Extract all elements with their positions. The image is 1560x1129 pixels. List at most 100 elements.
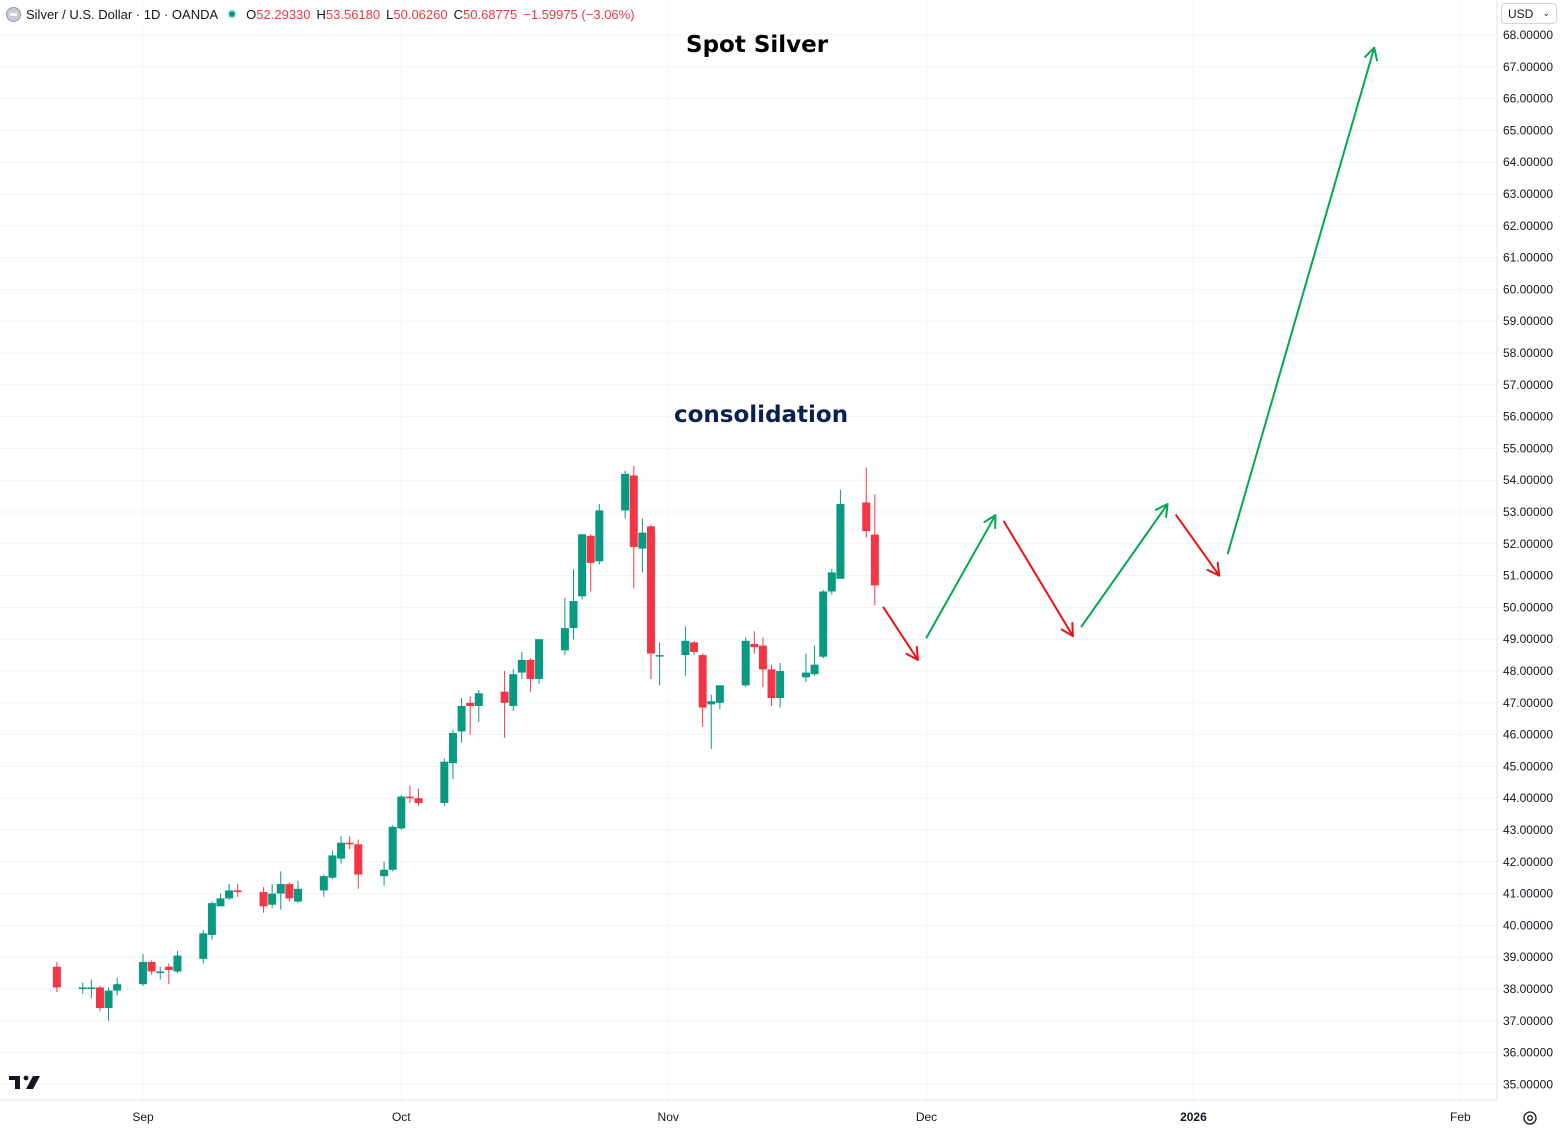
y-tick-label: 59.00000 [1503,314,1553,328]
candle [259,887,268,913]
tradingview-logo-icon[interactable] [9,1074,43,1090]
candle-body [646,526,655,654]
high-value: 53.56180 [325,6,381,22]
x-tick-label: Feb [1450,1110,1471,1124]
candle-body [698,655,707,708]
candle-body [52,966,61,988]
candle-body [569,601,578,629]
candle-body [681,640,690,656]
candle-body [862,502,871,532]
settings-gear-icon[interactable] [1520,1108,1540,1128]
y-tick-label: 58.00000 [1503,346,1553,360]
candle-body [870,534,879,586]
candle-body [509,674,518,706]
candle-body [225,890,234,899]
candle [225,884,234,900]
candle-body [758,645,767,670]
arrow-head [1154,503,1169,518]
time-axis[interactable]: Sep Oct Nov Dec 2026 Feb [0,1099,1497,1124]
candle [207,901,216,940]
candle-body [380,869,389,877]
candle [319,874,328,897]
candle-body [448,733,457,764]
candle [595,504,604,565]
forecast-arrows [882,46,1379,661]
candle-body [87,987,96,989]
candle [87,979,96,999]
y-tick-label: 39.00000 [1503,950,1553,964]
y-tick-label: 40.00000 [1503,918,1553,932]
market-status-icon[interactable] [227,9,238,19]
y-tick-label: 62.00000 [1503,219,1553,233]
y-tick-label: 47.00000 [1503,696,1553,710]
close-value: 50.68775 [463,6,518,22]
low-label: L [386,6,394,22]
y-tick-label: 52.00000 [1503,537,1553,551]
candle-body [104,990,113,1009]
candle-body [156,971,165,974]
candle-body [216,898,225,907]
candle-body [526,659,535,679]
y-tick-label: 55.00000 [1503,441,1553,455]
candle [337,836,346,864]
candle-body [78,987,87,989]
candle [268,884,277,908]
candle [354,839,363,889]
candle [156,966,165,980]
candle [233,884,242,897]
candle [638,518,647,573]
candle-body [259,892,268,907]
candle [862,467,871,538]
y-tick-label: 61.00000 [1503,251,1553,265]
candle [569,569,578,640]
y-tick-label: 57.00000 [1503,378,1553,392]
x-tick-label: Oct [392,1110,411,1124]
y-tick-label: 63.00000 [1503,187,1553,201]
annotation-title[interactable]: Spot Silver [686,32,828,58]
y-tick-label: 60.00000 [1503,282,1553,296]
candle [509,669,518,711]
y-tick-label: 49.00000 [1503,632,1553,646]
candle [819,589,828,659]
candle-body [466,702,475,706]
candle [147,960,156,975]
symbol-title: Silver / U.S. Dollar · 1D · OANDA [26,6,219,22]
candle [500,671,509,738]
y-tick-label: 46.00000 [1503,728,1553,742]
grid [0,0,1497,1100]
arrow-shaft [1080,503,1169,628]
y-tick-label: 53.00000 [1503,505,1553,519]
candle [388,825,397,872]
arrow-shaft [1003,520,1074,638]
annotation-consolidation[interactable]: consolidation [674,402,848,428]
arrow-head [1206,561,1221,577]
y-tick-label: 50.00000 [1503,600,1553,614]
legend-header[interactable]: Silver / U.S. Dollar · 1D · OANDA O52.29… [6,4,635,24]
candle [466,696,475,735]
y-tick-label: 42.00000 [1503,855,1553,869]
y-tick-label: 45.00000 [1503,759,1553,773]
ohlc-values: O52.29330 H53.56180 L50.06260 C50.68775 … [246,7,634,22]
candle-body [750,643,759,648]
candle [578,534,587,600]
candle-body [474,693,483,706]
y-tick-label: 64.00000 [1503,155,1553,169]
y-tick-label: 66.00000 [1503,92,1553,106]
y-tick-label: 51.00000 [1503,569,1553,583]
low-value: 50.06260 [393,6,448,22]
candle [104,987,113,1021]
currency-select[interactable]: USD ⌄ [1501,3,1557,24]
candle-body [354,844,363,875]
open-value: 52.29330 [256,6,311,22]
y-tick-label: 56.00000 [1503,410,1553,424]
candle-body [337,842,346,859]
y-tick-label: 36.00000 [1503,1046,1553,1060]
y-tick-label: 68.00000 [1503,28,1553,42]
candle [173,950,182,974]
candle-body [397,796,406,829]
candle [690,640,699,656]
price-axis[interactable]: 35.00000 36.00000 37.00000 38.00000 39.00000… [1496,0,1553,1100]
candle [113,977,122,996]
candle [629,465,638,589]
